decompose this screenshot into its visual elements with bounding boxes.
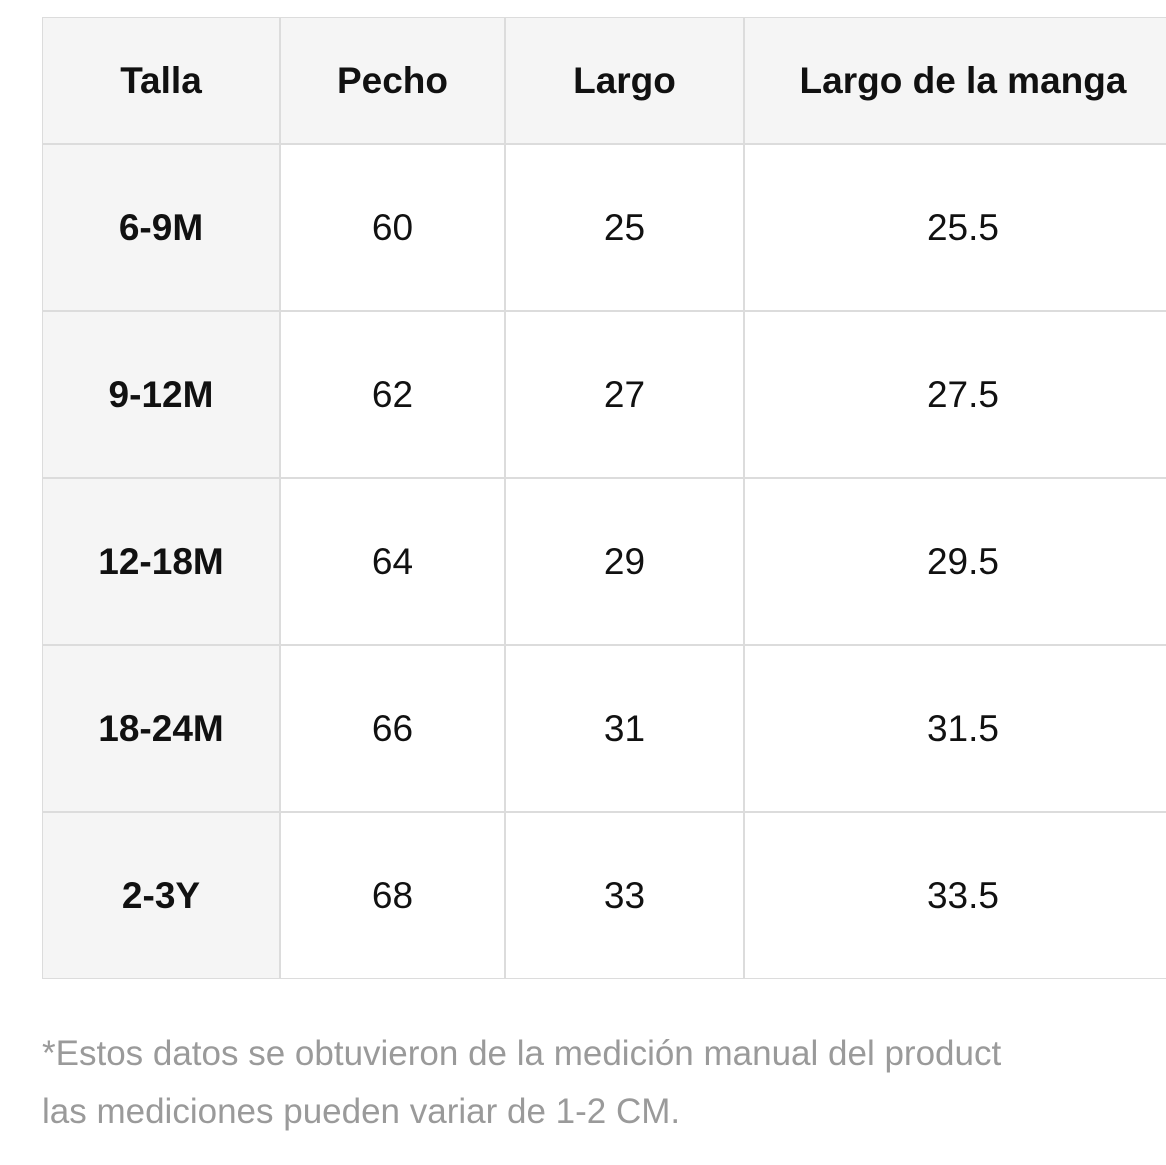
- footnote-line: las mediciones pueden variar de 1-2 CM.: [42, 1092, 681, 1131]
- table-cell: 66: [280, 645, 505, 812]
- table-cell: 25: [505, 144, 744, 311]
- table-cell: 12-18M: [42, 478, 280, 645]
- table-cell: 31: [505, 645, 744, 812]
- table-cell: 68: [280, 812, 505, 979]
- table-cell: 33.5: [744, 812, 1166, 979]
- table-cell: Largo de la manga: [744, 17, 1166, 144]
- table-cell: Pecho: [280, 17, 505, 144]
- table-cell: 9-12M: [42, 311, 280, 478]
- table-cell: 33: [505, 812, 744, 979]
- footnote-line: *Estos datos se obtuvieron de la medició…: [42, 1034, 1002, 1073]
- table-cell: Largo: [505, 17, 744, 144]
- table-cell: 18-24M: [42, 645, 280, 812]
- table-cell: 31.5: [744, 645, 1166, 812]
- table-cell: 2-3Y: [42, 812, 280, 979]
- table-cell: 25.5: [744, 144, 1166, 311]
- table-cell: 29.5: [744, 478, 1166, 645]
- table-cell: 64: [280, 478, 505, 645]
- table-cell: 60: [280, 144, 505, 311]
- table-cell: 29: [505, 478, 744, 645]
- table-cell: 6-9M: [42, 144, 280, 311]
- table-cell: Talla: [42, 17, 280, 144]
- table-cell: 27: [505, 311, 744, 478]
- table-cell: 62: [280, 311, 505, 478]
- table-cell: 27.5: [744, 311, 1166, 478]
